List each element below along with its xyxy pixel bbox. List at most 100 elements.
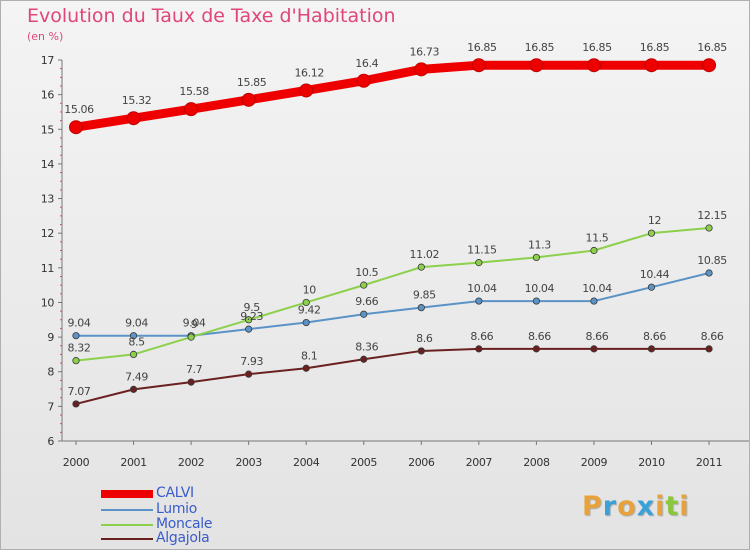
brand-letter: r	[602, 491, 618, 522]
data-label: 16.85	[582, 41, 612, 54]
data-label: 10.04	[525, 282, 555, 295]
data-point	[414, 62, 429, 77]
data-point	[417, 304, 425, 312]
data-label: 16.4	[355, 57, 378, 70]
data-point	[475, 297, 483, 305]
series-line-calvi	[71, 60, 714, 132]
y-tick-label: 16	[41, 89, 55, 102]
data-label: 9.04	[183, 317, 206, 330]
data-point	[299, 83, 314, 98]
data-point	[529, 58, 544, 73]
y-tick-label: 7	[47, 400, 54, 413]
x-tick-label: 2004	[293, 456, 320, 469]
data-label: 15.58	[179, 85, 209, 98]
data-label: 16.12	[294, 66, 324, 79]
legend-label: Lumio	[156, 501, 198, 517]
data-label: 7.49	[125, 370, 148, 383]
brand-letter: P	[582, 491, 603, 522]
data-label: 9	[191, 318, 198, 331]
data-label: 16.73	[410, 45, 440, 58]
data-label: 8.66	[643, 330, 666, 343]
x-tick-label: 2010	[638, 456, 665, 469]
data-label: 16.85	[467, 41, 497, 54]
legend-swatch	[101, 509, 153, 511]
brand-letter: i	[655, 491, 666, 522]
data-point	[532, 297, 541, 305]
data-point	[475, 345, 483, 353]
data-label: 8.5	[128, 335, 145, 348]
x-tick-label: 2001	[120, 456, 146, 469]
y-tick-label: 17	[41, 54, 55, 67]
data-label: 15.06	[64, 103, 94, 116]
data-point	[187, 333, 195, 341]
x-tick-label: 2002	[178, 456, 204, 469]
legend-swatch	[101, 524, 153, 526]
data-point	[647, 345, 656, 353]
data-label: 11.15	[467, 244, 497, 257]
y-tick-label: 6	[47, 435, 54, 448]
data-label: 16.85	[640, 41, 670, 54]
brand-letter: i	[679, 491, 690, 522]
x-tick-label: 2006	[408, 456, 435, 469]
data-label: 7.7	[186, 363, 203, 376]
data-point	[417, 263, 425, 271]
y-tick-label: 14	[41, 158, 55, 171]
data-point	[647, 229, 656, 237]
data-label: 10.04	[467, 282, 497, 295]
data-label: 9.42	[298, 304, 321, 317]
y-tick-label: 15	[41, 123, 55, 136]
data-label: 10.44	[640, 268, 670, 281]
data-point	[245, 316, 253, 324]
data-point	[245, 370, 253, 378]
data-point	[72, 400, 80, 408]
data-label: 15.32	[122, 94, 152, 107]
legend-label: Moncale	[156, 516, 213, 532]
y-tick-label: 9	[47, 331, 54, 344]
data-label: 10.04	[582, 282, 612, 295]
y-tick-label: 13	[41, 193, 55, 206]
data-label: 11.5	[585, 232, 608, 245]
y-tick-label: 10	[41, 296, 55, 309]
data-point	[245, 325, 253, 333]
data-point	[705, 345, 713, 353]
data-point	[475, 259, 483, 267]
data-point	[241, 92, 256, 107]
data-label: 10.85	[697, 254, 727, 267]
legend-label: Algajola	[156, 530, 210, 546]
data-point	[647, 283, 656, 291]
brand-letter: o	[617, 491, 637, 522]
series-line-algajola	[75, 347, 711, 405]
data-label: 8.32	[68, 342, 91, 355]
data-point	[702, 58, 717, 73]
legend-swatch	[101, 538, 153, 540]
brand-letter: t	[665, 491, 680, 522]
brand-logo: Proxiti	[582, 491, 690, 522]
data-point	[590, 297, 598, 305]
data-label: 9.5	[244, 301, 261, 314]
data-point	[360, 281, 368, 289]
data-point	[356, 73, 371, 88]
data-point	[644, 58, 659, 73]
data-point	[590, 246, 598, 255]
data-label: 8.66	[701, 330, 724, 343]
data-point	[705, 224, 713, 232]
data-point	[360, 355, 368, 363]
data-label: 9.66	[355, 295, 378, 308]
x-tick-label: 2005	[351, 456, 378, 469]
x-tick-label: 2003	[235, 456, 262, 469]
data-point	[586, 58, 601, 73]
data-point	[302, 318, 310, 327]
data-point	[417, 347, 425, 355]
x-tick-label: 2009	[581, 456, 608, 469]
data-label: 12	[648, 214, 661, 227]
x-tick-label: 2008	[523, 456, 550, 469]
data-point	[302, 364, 310, 372]
data-label: 7.07	[68, 385, 91, 398]
data-point	[72, 357, 80, 365]
data-label: 8.36	[355, 340, 378, 353]
data-label: 8.66	[470, 330, 493, 343]
y-tick-label: 12	[41, 227, 54, 240]
data-label: 12.15	[697, 209, 727, 222]
data-label: 8.66	[528, 330, 551, 343]
